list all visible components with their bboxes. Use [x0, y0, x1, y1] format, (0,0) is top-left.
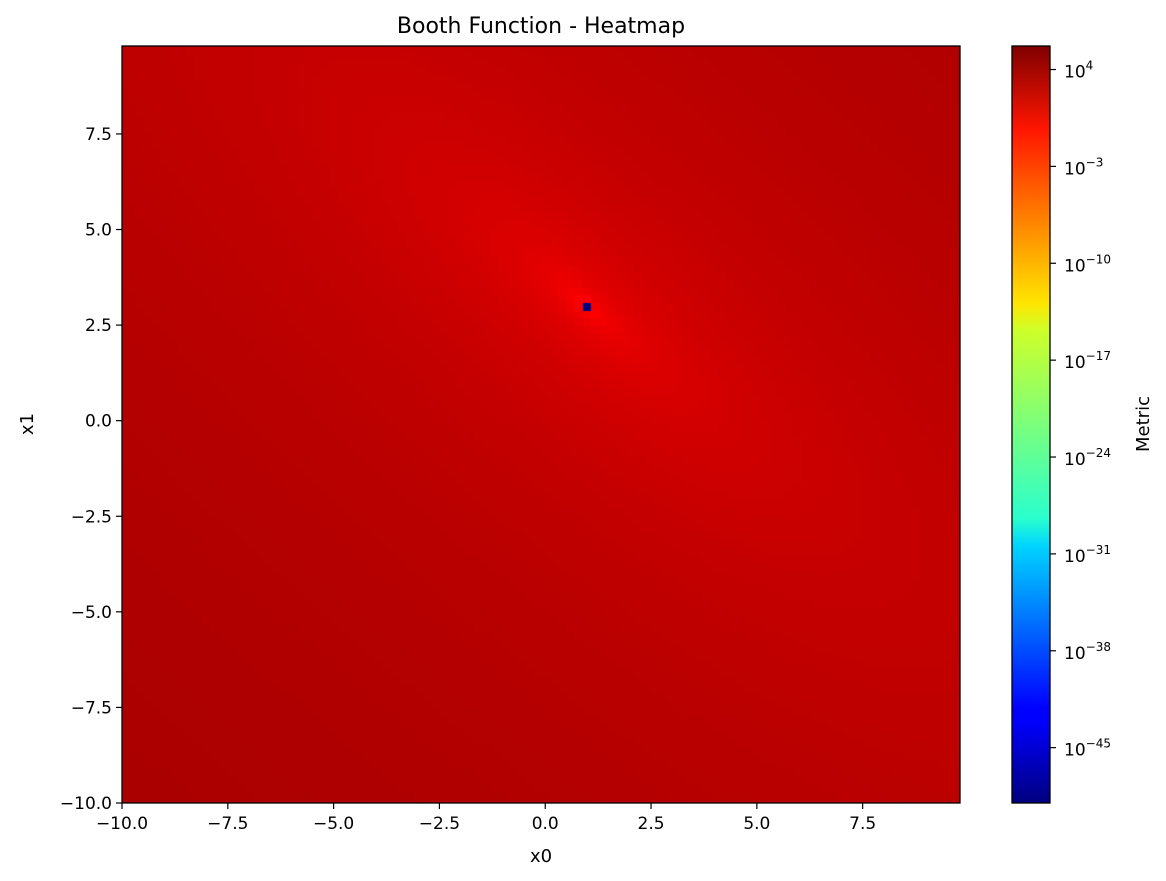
- colorbar-tick-label: 104: [1064, 59, 1093, 83]
- x-tick-label: 7.5: [849, 814, 876, 834]
- x-tick-label: 0.0: [532, 814, 559, 834]
- colorbar-tick-label: 10−24: [1064, 446, 1111, 470]
- y-tick-label: 5.0: [85, 221, 112, 241]
- colorbar-tick-label: 10−10: [1064, 252, 1111, 276]
- heatmap-cells: [122, 46, 960, 803]
- x-axis-label: x0: [530, 846, 552, 867]
- colorbar-ticks: 104 10−3 10−10 10−17 10−24 10−31 10−38 10−45: [1050, 59, 1111, 761]
- y-axis-label: x1: [17, 413, 38, 435]
- plot-frame: [121, 45, 961, 804]
- x-axis: −10.0 −7.5 −5.0 −2.5 0.0 2.5 5.0 7.5: [96, 803, 876, 834]
- x-tick-label: −10.0: [96, 814, 148, 834]
- colorbar-tick-label: 10−3: [1064, 155, 1103, 179]
- y-tick-label: −10.0: [60, 794, 112, 814]
- colorbar-gradient: [1011, 45, 1051, 804]
- colorbar-tick-label: 10−31: [1064, 543, 1111, 567]
- x-tick-label: −2.5: [419, 814, 460, 834]
- chart-title: Booth Function - Heatmap: [397, 14, 685, 39]
- y-tick-label: −2.5: [71, 507, 112, 527]
- plot-area: [121, 45, 961, 804]
- colorbar-tick-label: 10−17: [1064, 349, 1111, 373]
- x-tick-label: −7.5: [207, 814, 248, 834]
- y-tick-label: 0.0: [85, 412, 112, 432]
- y-tick-label: −7.5: [71, 698, 112, 718]
- colorbar: 104 10−3 10−10 10−17 10−24 10−31 10−38 10−45 Me…: [1011, 45, 1154, 804]
- x-tick-label: −5.0: [313, 814, 354, 834]
- colorbar-tick-label: 10−45: [1064, 737, 1111, 761]
- y-tick-label: 7.5: [85, 125, 112, 145]
- y-axis: −10.0 −7.5 −5.0 −2.5 0.0 2.5 5.0 7.5: [60, 125, 122, 814]
- y-tick-label: −5.0: [71, 603, 112, 623]
- x-tick-label: 5.0: [743, 814, 770, 834]
- y-tick-label: 2.5: [85, 316, 112, 336]
- colorbar-label: Metric: [1133, 396, 1154, 452]
- colorbar-tick-label: 10−38: [1064, 640, 1111, 664]
- x-tick-label: 2.5: [638, 814, 665, 834]
